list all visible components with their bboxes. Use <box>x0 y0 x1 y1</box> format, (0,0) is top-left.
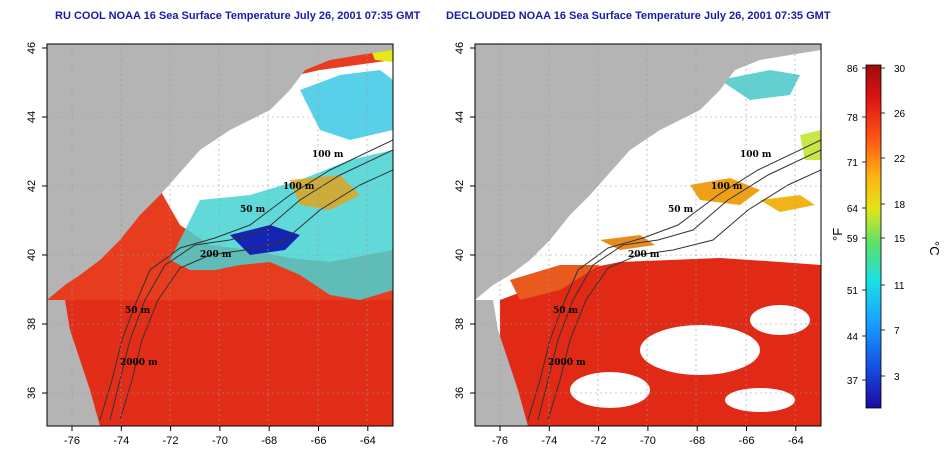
left-isobath-label: 2000 m <box>120 358 158 368</box>
x-tick-label: -76 <box>64 435 80 447</box>
left-axis-ticks: -76 -74 -72 -70 -68 -66 -64 46 44 42 40 38 36 <box>26 42 376 447</box>
y-tick-label: 36 <box>26 387 38 399</box>
x-tick-label: -68 <box>261 435 277 447</box>
right-panel-title: DECLOUDED NOAA 16 Sea Surface Temperatur… <box>446 10 831 22</box>
left-northeast-cool <box>300 70 393 140</box>
left-panel-title: RU COOL NOAA 16 Sea Surface Temperature … <box>55 10 421 22</box>
left-isobath-2000m <box>119 169 393 421</box>
x-tick-label: -66 <box>311 435 327 447</box>
y-tick-label: 44 <box>26 111 38 123</box>
y-tick-label: 46 <box>26 42 38 54</box>
left-isobath-label: 100 m <box>283 182 315 192</box>
left-isobath-200m <box>109 149 393 421</box>
left-land-south <box>47 300 100 426</box>
x-tick-label: -74 <box>113 435 129 447</box>
left-isobath-label: 100 m <box>312 150 344 160</box>
left-gridlines <box>47 44 393 426</box>
y-tick-label: 42 <box>26 180 38 192</box>
y-tick-label: 40 <box>26 249 38 261</box>
left-map-area <box>47 44 393 426</box>
left-isobath-100m <box>99 139 393 421</box>
left-cold-patch <box>230 225 300 255</box>
left-isobath-label: 50 m <box>240 205 266 215</box>
left-ocean-hot <box>47 300 393 426</box>
x-tick-label: -70 <box>212 435 228 447</box>
y-tick-label: 38 <box>26 318 38 330</box>
x-tick-label: -72 <box>163 435 179 447</box>
left-isobath-label: 200 m <box>200 250 232 260</box>
x-tick-label: -64 <box>360 435 376 447</box>
left-land <box>47 44 393 300</box>
left-isobath-label: 50 m <box>125 306 151 316</box>
